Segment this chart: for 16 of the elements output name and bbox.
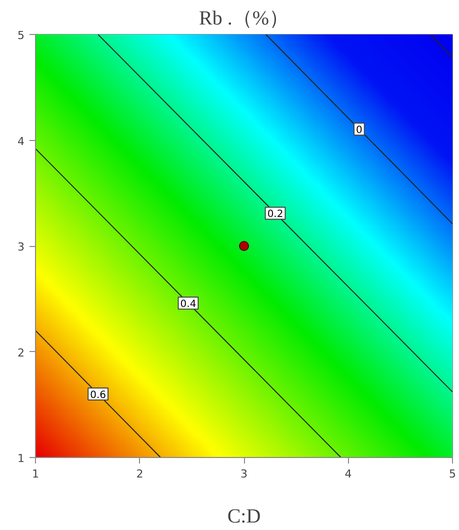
y-tick-label: 3 [18,240,24,254]
y-tick-label: 2 [18,346,24,360]
y-tick-label: 5 [18,29,24,42]
y-tick-label: 1 [18,452,24,465]
x-tick-label: 5 [449,468,456,480]
series-label: 0.4 [180,299,196,310]
series-label: 0.6 [90,390,106,402]
x-tick-label: 2 [136,468,144,480]
x-tick-label: 1 [32,468,39,480]
y-tick-label: 4 [18,134,24,148]
series-label: 0 [356,125,362,136]
x-tick-label: 3 [240,468,248,480]
x-tick-label: 4 [344,468,352,480]
chart-title: Rb .（%） [199,8,289,30]
series-label: 0.2 [267,209,284,220]
x-axis-title: C:D [227,506,261,528]
